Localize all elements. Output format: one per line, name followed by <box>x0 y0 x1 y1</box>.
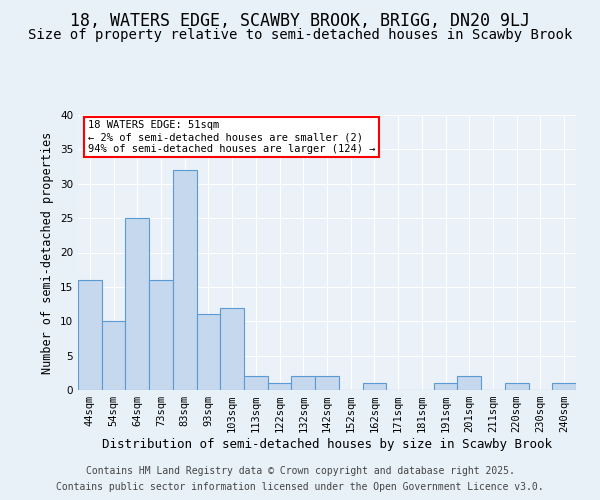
Text: Contains public sector information licensed under the Open Government Licence v3: Contains public sector information licen… <box>56 482 544 492</box>
Bar <box>457 376 481 390</box>
Text: 18, WATERS EDGE, SCAWBY BROOK, BRIGG, DN20 9LJ: 18, WATERS EDGE, SCAWBY BROOK, BRIGG, DN… <box>70 12 530 30</box>
Bar <box>78 280 102 390</box>
Bar <box>220 308 244 390</box>
Bar <box>292 376 315 390</box>
Text: Size of property relative to semi-detached houses in Scawby Brook: Size of property relative to semi-detach… <box>28 28 572 42</box>
Bar <box>315 376 339 390</box>
Text: Contains HM Land Registry data © Crown copyright and database right 2025.: Contains HM Land Registry data © Crown c… <box>86 466 514 476</box>
Bar <box>552 383 576 390</box>
Bar <box>362 383 386 390</box>
Bar <box>268 383 292 390</box>
Text: 18 WATERS EDGE: 51sqm
← 2% of semi-detached houses are smaller (2)
94% of semi-d: 18 WATERS EDGE: 51sqm ← 2% of semi-detac… <box>88 120 376 154</box>
Bar <box>434 383 457 390</box>
Bar <box>173 170 197 390</box>
Bar <box>102 322 125 390</box>
Bar <box>125 218 149 390</box>
Bar <box>197 314 220 390</box>
X-axis label: Distribution of semi-detached houses by size in Scawby Brook: Distribution of semi-detached houses by … <box>102 438 552 451</box>
Y-axis label: Number of semi-detached properties: Number of semi-detached properties <box>41 132 55 374</box>
Bar <box>244 376 268 390</box>
Bar <box>505 383 529 390</box>
Bar <box>149 280 173 390</box>
